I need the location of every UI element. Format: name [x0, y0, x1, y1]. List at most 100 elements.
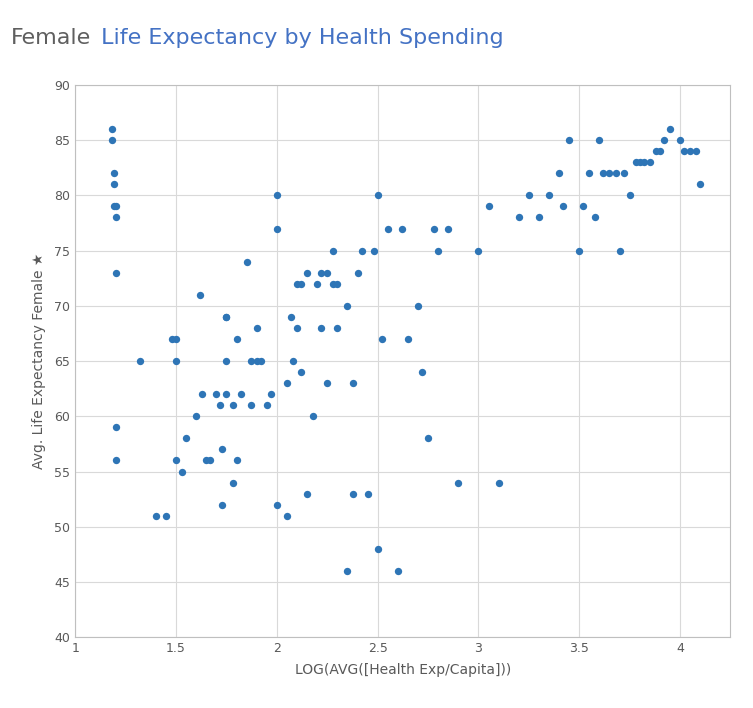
Point	[255, 355, 267, 367]
Point	[108, 201, 120, 212]
Point	[191, 411, 203, 422]
Point	[593, 135, 605, 146]
Point	[644, 156, 656, 168]
Point	[533, 212, 545, 223]
Point	[361, 488, 373, 499]
Point	[295, 367, 307, 378]
Point	[251, 322, 263, 333]
Point	[690, 146, 702, 157]
Point	[428, 223, 440, 234]
Point	[322, 377, 334, 389]
Point	[684, 146, 696, 157]
Point	[110, 201, 122, 212]
Point	[341, 300, 353, 312]
Point	[678, 146, 690, 157]
Y-axis label: Avg. Life Expectancy Female ★: Avg. Life Expectancy Female ★	[32, 253, 46, 469]
Text: Female: Female	[11, 28, 92, 48]
Point	[291, 322, 303, 333]
Point	[347, 377, 359, 389]
Point	[553, 168, 565, 179]
Point	[382, 223, 394, 234]
Text: Life Expectancy by Health Spending: Life Expectancy by Health Spending	[94, 28, 504, 48]
Point	[221, 312, 233, 323]
Point	[376, 333, 388, 345]
Point	[453, 477, 465, 489]
Point	[230, 333, 242, 345]
Point	[160, 510, 172, 521]
Point	[341, 565, 353, 576]
Point	[287, 355, 299, 367]
Point	[328, 245, 340, 256]
Point	[617, 168, 630, 179]
Point	[347, 488, 359, 499]
Point	[396, 223, 408, 234]
Point	[105, 135, 117, 146]
Point	[285, 312, 297, 323]
Point	[295, 278, 307, 290]
Point	[609, 168, 621, 179]
Point	[110, 267, 122, 278]
Point	[108, 178, 120, 190]
Point	[694, 178, 706, 190]
Point	[166, 333, 178, 345]
Point	[331, 278, 343, 290]
Point	[614, 245, 626, 256]
Point	[352, 267, 364, 278]
Point	[245, 399, 257, 411]
Point	[316, 267, 328, 278]
Point	[271, 223, 283, 234]
Point	[654, 146, 666, 157]
Point	[110, 422, 122, 433]
Point	[584, 168, 596, 179]
Point	[134, 355, 146, 367]
Point	[307, 411, 319, 422]
Point	[251, 355, 263, 367]
Point	[634, 156, 646, 168]
Point	[578, 201, 590, 212]
Point	[412, 300, 424, 312]
Point	[316, 322, 328, 333]
Point	[603, 168, 615, 179]
X-axis label: LOG(AVG([Health Exp/Capita])): LOG(AVG([Health Exp/Capita]))	[294, 663, 511, 678]
Point	[597, 168, 609, 179]
Point	[227, 477, 239, 489]
Point	[301, 267, 313, 278]
Point	[221, 312, 233, 323]
Point	[227, 399, 239, 411]
Point	[523, 190, 535, 201]
Point	[483, 201, 495, 212]
Point	[563, 135, 575, 146]
Point	[291, 278, 303, 290]
Point	[216, 499, 228, 510]
Point	[372, 190, 384, 201]
Point	[674, 135, 686, 146]
Point	[432, 245, 444, 256]
Point	[590, 212, 602, 223]
Point	[543, 190, 555, 201]
Point	[328, 278, 340, 290]
Point	[241, 256, 253, 268]
Point	[194, 289, 206, 300]
Point	[355, 245, 367, 256]
Point	[281, 377, 293, 389]
Point	[210, 389, 222, 400]
Point	[623, 190, 636, 201]
Point	[110, 455, 122, 466]
Point	[664, 123, 676, 135]
Point	[557, 201, 569, 212]
Point	[271, 499, 283, 510]
Point	[235, 389, 247, 400]
Point	[367, 245, 380, 256]
Point	[216, 444, 228, 455]
Point	[110, 212, 122, 223]
Point	[281, 510, 293, 521]
Point	[311, 278, 323, 290]
Point	[261, 399, 273, 411]
Point	[372, 543, 384, 554]
Point	[221, 389, 233, 400]
Point	[170, 355, 182, 367]
Point	[658, 135, 670, 146]
Point	[221, 355, 233, 367]
Point	[492, 477, 505, 489]
Point	[422, 433, 434, 444]
